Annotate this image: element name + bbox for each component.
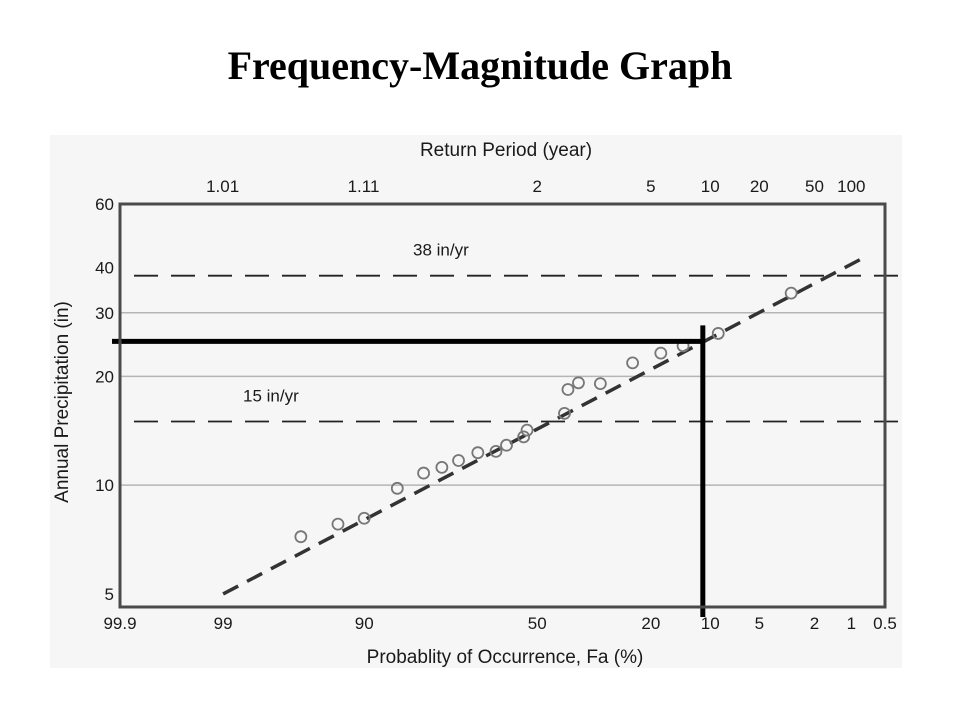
grid-layer — [120, 312, 885, 486]
data-point — [357, 511, 371, 525]
data-point — [572, 376, 585, 390]
y-tick-label: 40 — [95, 259, 114, 278]
trend-line-layer — [222, 254, 868, 596]
x-tick-label: 99 — [214, 614, 233, 633]
data-point — [558, 406, 571, 420]
slide-title: Frequency-Magnitude Graph — [227, 43, 733, 88]
y-tick-label: 60 — [95, 195, 114, 214]
data-point — [331, 517, 345, 531]
chart-panel: 38 in/yr 15 in/yr 5 10 20 30 40 60 99.9 99 90 50 20… — [50, 135, 902, 668]
x-tick-label: 5 — [755, 614, 764, 633]
data-point — [435, 460, 449, 474]
tick-labels: 5 10 20 30 40 60 99.9 99 90 50 20 10 5 2 1 0.5 1.01 1.11 2… — [95, 177, 897, 633]
x2-tick-label: 1.11 — [348, 177, 380, 196]
x2-tick-label: 1.01 — [206, 177, 239, 196]
data-point — [561, 383, 575, 396]
data-point — [520, 423, 534, 437]
y-tick-label: 5 — [105, 585, 114, 604]
x-tick-label: 0.5 — [873, 614, 897, 633]
x-tick-label: 2 — [810, 614, 819, 633]
data-point — [489, 444, 503, 458]
highlight-lines — [112, 325, 706, 617]
reference-lines: 38 in/yr 15 in/yr — [134, 241, 899, 423]
y-tick-label: 20 — [95, 367, 114, 386]
trend-line — [222, 254, 868, 596]
x2-tick-label: 2 — [532, 177, 541, 196]
y-tick-label: 10 — [95, 476, 114, 495]
x-tick-label: 10 — [701, 614, 720, 633]
x2-tick-label: 100 — [837, 177, 865, 196]
data-point — [711, 327, 725, 340]
data-point — [654, 346, 668, 360]
x2-tick-label: 10 — [701, 177, 720, 196]
x2-tick-label: 5 — [646, 177, 655, 196]
data-point — [452, 454, 465, 467]
data-point — [626, 356, 639, 370]
data-point — [390, 481, 404, 495]
x-tick-label: 99.9 — [103, 614, 136, 633]
x-tick-label: 1 — [847, 614, 856, 633]
y-axis-title: Annual Precipitation (in) — [52, 301, 73, 503]
x2-tick-label: 20 — [750, 177, 769, 196]
data-point — [471, 446, 485, 460]
y-tick-label: 30 — [95, 304, 114, 323]
data-point — [294, 530, 308, 544]
x2-axis-title: Return Period (year) — [420, 140, 592, 161]
data-point — [500, 438, 513, 452]
x-axis-title: Probablity of Occurrence, Fa (%) — [367, 647, 644, 668]
x-tick-label: 20 — [641, 614, 660, 633]
reference-line-label: 15 in/yr — [243, 387, 299, 406]
data-point — [417, 466, 430, 480]
x-tick-label: 90 — [355, 614, 374, 633]
data-point — [517, 430, 531, 444]
x-tick-label: 50 — [528, 614, 547, 633]
reference-line-label: 38 in/yr — [413, 241, 469, 260]
data-point — [784, 286, 798, 300]
data-point — [593, 377, 607, 391]
plot-frame — [118, 202, 887, 609]
data-points — [294, 286, 798, 544]
x2-tick-label: 50 — [805, 177, 824, 196]
